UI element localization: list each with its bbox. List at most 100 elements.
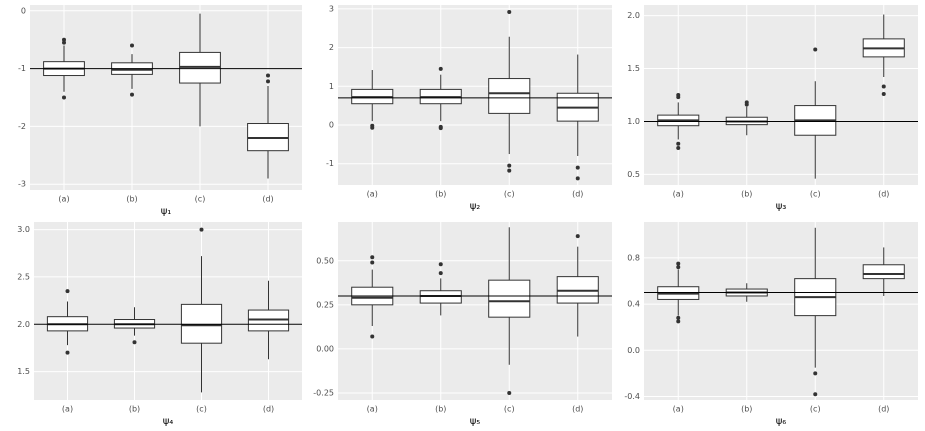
panel: 2.0 1.5 1.0 0.5 (a) (b) (c) (d) ψ₃ xyxy=(627,5,918,212)
y-tick-label: -0.4 xyxy=(624,392,640,401)
outlier xyxy=(62,95,66,100)
outlier xyxy=(507,9,512,14)
outlier xyxy=(676,315,681,320)
x-tick-label: (a) xyxy=(367,405,378,414)
panel: 3.0 2.5 2.0 1.5 (a) (b) (c) (d) ψ₄ xyxy=(17,222,302,427)
outlier xyxy=(266,73,270,78)
plot-background xyxy=(338,222,612,400)
outlier xyxy=(575,165,580,170)
x-tick-label: (a) xyxy=(58,195,69,204)
outlier xyxy=(744,100,749,105)
outlier xyxy=(438,66,443,71)
y-tick-label: 2.5 xyxy=(17,272,30,281)
x-tick-label: (d) xyxy=(878,405,889,414)
x-axis-label: ψ₄ xyxy=(163,416,174,427)
box xyxy=(862,264,905,280)
outlier xyxy=(65,289,70,294)
outlier xyxy=(507,390,512,395)
x-tick-label: (a) xyxy=(367,190,378,199)
y-tick-label: 2 xyxy=(329,43,334,52)
y-tick-label: -1 xyxy=(326,159,334,168)
box xyxy=(488,279,531,318)
y-tick-label: 1.5 xyxy=(627,64,640,73)
x-tick-label: (a) xyxy=(673,190,684,199)
outlier xyxy=(370,125,375,130)
x-tick-label: (a) xyxy=(62,405,73,414)
y-tick-label: 0.25 xyxy=(316,300,334,309)
x-tick-label: (d) xyxy=(878,190,889,199)
outlier xyxy=(438,262,443,267)
y-tick-label: -1 xyxy=(18,64,26,73)
x-tick-label: (b) xyxy=(129,405,140,414)
outlier xyxy=(813,392,818,397)
outlier xyxy=(62,37,66,42)
y-tick-label: 3 xyxy=(329,4,334,13)
x-tick-label: (c) xyxy=(504,405,515,414)
outlier xyxy=(130,92,134,97)
x-tick-label: (d) xyxy=(572,190,583,199)
x-axis-label: ψ₂ xyxy=(470,201,481,212)
outlier xyxy=(370,255,375,260)
x-axis-label: ψ₆ xyxy=(776,416,787,427)
y-tick-label: 1.5 xyxy=(17,367,30,376)
x-tick-label: (c) xyxy=(195,195,206,204)
x-tick-label: (d) xyxy=(262,195,273,204)
outlier xyxy=(881,84,886,89)
outlier xyxy=(507,163,512,168)
outlier xyxy=(438,271,443,276)
outlier xyxy=(676,141,681,146)
x-tick-label: (c) xyxy=(810,405,821,414)
outlier xyxy=(676,145,681,150)
outlier xyxy=(132,340,137,345)
y-tick-label: -0.25 xyxy=(313,388,334,397)
x-axis-label: ψ₅ xyxy=(470,416,481,427)
x-tick-label: (b) xyxy=(435,190,446,199)
outlier xyxy=(881,91,886,96)
y-tick-label: 2.0 xyxy=(17,320,30,329)
x-tick-label: (b) xyxy=(741,405,752,414)
y-tick-label: 0.4 xyxy=(627,300,640,309)
plot-background xyxy=(644,5,918,185)
outlier xyxy=(130,43,134,48)
outlier xyxy=(507,168,512,173)
x-tick-label: (c) xyxy=(504,190,515,199)
y-tick-label: 3.0 xyxy=(17,225,30,234)
y-tick-label: 0.8 xyxy=(627,253,640,262)
plot-background xyxy=(644,222,918,400)
x-axis-label: ψ₃ xyxy=(776,201,787,212)
outlier xyxy=(575,234,580,239)
y-tick-label: -2 xyxy=(18,122,26,131)
outlier xyxy=(62,40,66,45)
y-tick-label: 1.0 xyxy=(627,117,640,126)
outlier xyxy=(65,350,70,355)
outlier xyxy=(438,126,443,131)
y-tick-label: 0.0 xyxy=(627,346,640,355)
outlier xyxy=(813,371,818,376)
outlier xyxy=(676,319,681,324)
outlier xyxy=(676,261,681,266)
outlier xyxy=(370,260,375,265)
x-tick-label: (d) xyxy=(572,405,583,414)
panel: 3 2 1 0 -1 (a) (b) (c) (d) ψ₂ xyxy=(326,4,612,212)
x-tick-label: (c) xyxy=(810,190,821,199)
outlier xyxy=(370,334,375,339)
y-tick-label: 2.0 xyxy=(627,11,640,20)
x-tick-label: (b) xyxy=(435,405,446,414)
outlier xyxy=(813,47,818,52)
x-tick-label: (c) xyxy=(196,405,207,414)
y-tick-label: 0.50 xyxy=(316,256,334,265)
outlier xyxy=(676,265,681,270)
box xyxy=(488,78,531,114)
panel: 0 -1 -2 -3 (a) (b) (c) (d) ψ₁ xyxy=(18,5,302,217)
outlier xyxy=(199,227,204,232)
x-axis-label: ψ₁ xyxy=(161,206,172,217)
y-tick-label: 0 xyxy=(21,6,26,15)
x-tick-label: (d) xyxy=(263,405,274,414)
y-tick-label: 0.5 xyxy=(627,170,640,179)
y-tick-label: 0 xyxy=(329,121,334,130)
x-tick-label: (a) xyxy=(673,405,684,414)
y-tick-label: 0.00 xyxy=(316,344,334,353)
outlier xyxy=(575,176,580,181)
